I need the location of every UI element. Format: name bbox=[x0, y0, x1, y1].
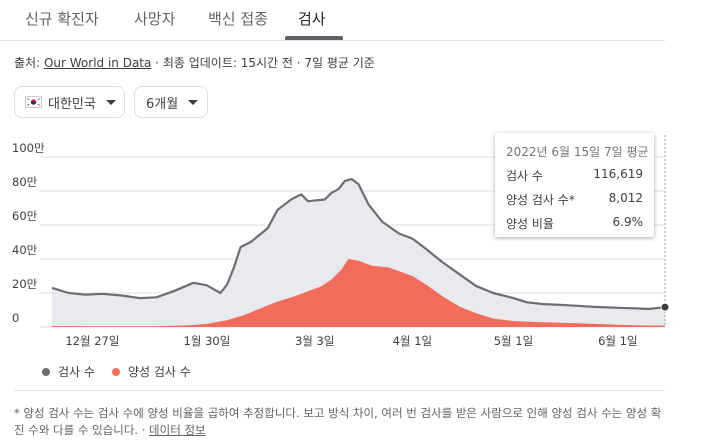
tooltip-row-tests: 검사 수 116,619 bbox=[506, 167, 643, 183]
x-tick-label: 6월 1일 bbox=[598, 334, 637, 348]
korea-flag-icon bbox=[25, 96, 42, 108]
country-select[interactable]: 대한민국 bbox=[14, 86, 125, 118]
tests-area bbox=[52, 179, 665, 327]
tooltip-value: 8,012 bbox=[608, 191, 643, 205]
tab-new-cases[interactable]: 신규 확진자 bbox=[25, 10, 99, 28]
legend-positive: 양성 검사 수 bbox=[112, 363, 191, 380]
tests-hover-marker bbox=[660, 302, 670, 312]
country-select-label: 대한민국 bbox=[48, 96, 96, 112]
legend-dot-positive bbox=[112, 367, 120, 376]
tests-line bbox=[51, 178, 666, 311]
footnote-text: * 양성 검사 수는 검사 수에 양성 비율을 곱하여 추정합니다. 보고 방식… bbox=[14, 406, 662, 437]
chevron-down-icon bbox=[105, 99, 116, 105]
source-details: · 최종 업데이트: 15시간 전 · 7일 평균 기준 bbox=[151, 56, 375, 70]
tooltip-value: 116,619 bbox=[593, 167, 643, 181]
tooltip-label: 양성 비율 bbox=[506, 217, 554, 231]
chart-tooltip: 2022년 6월 15일 7일 평균 검사 수 116,619 양성 검사 수*… bbox=[495, 133, 654, 237]
x-tick-label: 12월 27일 bbox=[65, 334, 119, 348]
active-tab-indicator bbox=[285, 36, 343, 40]
x-tick-label: 3월 3일 bbox=[295, 334, 334, 348]
period-select[interactable]: 6개월 bbox=[134, 86, 208, 118]
tooltip-row-positive: 양성 검사 수* 8,012 bbox=[506, 191, 643, 207]
tests-chart: 0 20만 40만 60만 80만 100만 12월 27일 1월 30일 3월 3일 4월 1일… bbox=[12, 135, 670, 348]
tooltip-title: 2022년 6월 15일 7일 평균 bbox=[506, 145, 649, 159]
positive-area bbox=[52, 259, 665, 327]
data-info-link[interactable]: 데이터 정보 bbox=[149, 423, 206, 437]
tooltip-row-rate: 양성 비율 6.9% bbox=[506, 215, 643, 231]
x-tick-label: 4월 1일 bbox=[393, 334, 432, 348]
period-select-label: 6개월 bbox=[146, 96, 179, 112]
x-tick-label: 1월 30일 bbox=[184, 334, 231, 348]
y-tick-label: 100만 bbox=[12, 141, 45, 155]
tooltip-label: 양성 검사 수* bbox=[506, 193, 575, 207]
tab-deaths[interactable]: 사망자 bbox=[134, 10, 176, 28]
tooltip-label: 검사 수 bbox=[506, 169, 543, 183]
divider bbox=[14, 390, 665, 391]
legend-dot-tests bbox=[42, 367, 50, 376]
metric-tabs: 신규 확진자 사망자 백신 접종 검사 bbox=[0, 0, 665, 41]
legend-tests: 검사 수 bbox=[42, 363, 95, 380]
tooltip-value: 6.9% bbox=[612, 215, 644, 229]
chevron-down-icon bbox=[188, 99, 199, 105]
y-tick-label: 60만 bbox=[12, 209, 38, 223]
y-tick-label: 80만 bbox=[12, 175, 38, 189]
legend-label: 양성 검사 수 bbox=[128, 365, 191, 379]
tab-tests[interactable]: 검사 bbox=[298, 10, 326, 28]
source-line: 출처: Our World in Data · 최종 업데이트: 15시간 전 … bbox=[14, 54, 375, 71]
source-prefix: 출처: bbox=[14, 56, 44, 70]
y-tick-label: 40만 bbox=[12, 243, 38, 257]
tab-vaccinations[interactable]: 백신 접종 bbox=[208, 10, 268, 28]
y-tick-label: 20만 bbox=[12, 277, 38, 291]
footnote: * 양성 검사 수는 검사 수에 양성 비율을 곱하여 추정합니다. 보고 방식… bbox=[14, 406, 662, 437]
x-tick-label: 5월 1일 bbox=[494, 334, 533, 348]
source-link[interactable]: Our World in Data bbox=[43, 56, 152, 70]
legend-label: 검사 수 bbox=[58, 365, 95, 379]
y-tick-label: 0 bbox=[12, 311, 19, 325]
